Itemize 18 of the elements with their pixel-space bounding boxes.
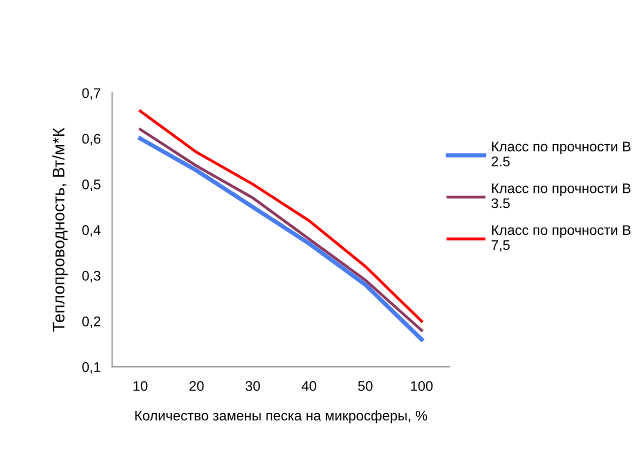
x-tick-label: 10 [134, 381, 148, 391]
y-tick-label: 0,2 [82, 316, 100, 328]
x-tick-label: 30 [246, 381, 260, 391]
y-tick-label: 0,1 [82, 362, 100, 374]
y-tick-label: 0,5 [82, 180, 100, 191]
y-tick-label: 0,7 [82, 88, 100, 100]
x-tick-label: 50 [358, 381, 372, 391]
x-tick-label: 20 [189, 381, 204, 391]
x-tick-label: 40 [302, 381, 316, 391]
y-axis-title: Теплопроводность, Вт/м*К [52, 128, 68, 332]
y-tick-label: 0,3 [82, 270, 100, 282]
x-axis-title: Количество замены песка на микросферы, % [135, 410, 428, 424]
y-tick-label: 0,6 [82, 134, 100, 146]
legend-label: Класс по прочности В 3.5 [492, 184, 630, 208]
y-tick-label: 0,4 [82, 225, 101, 237]
legend-label: Класс по прочности В 7,5 [492, 225, 630, 252]
x-tick-label: 100 [411, 381, 433, 391]
legend-label: Класс по прочности В 2.5 [492, 142, 630, 166]
